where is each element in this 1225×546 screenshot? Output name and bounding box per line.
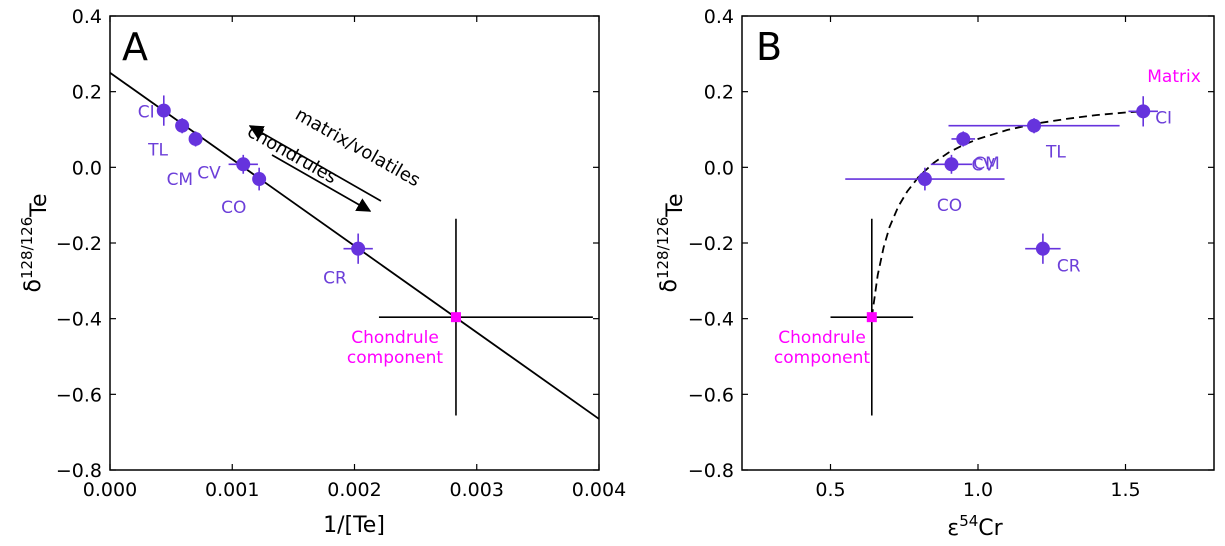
y-axis-title-b: δ128/126Te: [654, 193, 688, 292]
point-label-ci: CI: [138, 103, 155, 123]
y-axis-title-a: δ128/126Te: [18, 193, 52, 292]
x-tick-label-a: 0.001: [205, 479, 259, 501]
y-tick-label-b: −0.6: [688, 384, 734, 406]
y-axis-title-b-sub: Te: [663, 193, 688, 217]
x-axis-title-b: ε54Cr: [947, 512, 1003, 541]
ticks-a: 0.000 0.001 0.002 0.003 0.004 −0.8 −0.6 −0.4 −0.…: [56, 6, 626, 501]
point-label-cr: CR: [323, 269, 347, 289]
point-marker-tl: [175, 118, 190, 133]
y-tick-label-a: 0.2: [72, 82, 102, 104]
x-tick-label-b: 1.5: [1110, 479, 1140, 501]
plot-frame-b: [741, 15, 1215, 471]
y-axis-title-b-sup: 128/126: [654, 217, 672, 279]
component-label-line2: component: [774, 348, 871, 368]
x-tick-label-a: 0.004: [572, 479, 626, 501]
y-axis-title-a-sub: Te: [27, 193, 52, 217]
y-axis-title-a-sup: 128/126: [18, 217, 36, 279]
component-label-line2: component: [347, 348, 444, 368]
arrow-matrix: [248, 125, 382, 202]
x-tick-label-a: 0.003: [450, 479, 504, 501]
component-label-line1: Chondrule: [351, 328, 439, 348]
point-marker-cm: [188, 131, 203, 146]
point-label-ci: CI: [1155, 108, 1172, 128]
y-tick-label-b: −0.4: [688, 309, 734, 331]
y-tick-label-a: −0.4: [56, 309, 102, 331]
x-tick-label-b: 1.0: [963, 479, 993, 501]
data-layer-b: [830, 96, 1158, 416]
component-label-line1: Chondrule: [778, 328, 866, 348]
x-tick-label-b: 0.5: [815, 479, 845, 501]
mixing-curve: [870, 110, 1144, 318]
ticks-b: 0.5 1.0 1.5 −0.8 −0.6 −0.4 −0.2 0.0 0.2 0.4: [688, 6, 1214, 501]
y-tick-label-a: 0.4: [72, 6, 102, 28]
point-marker-co: [917, 172, 932, 187]
component-marker: [450, 312, 461, 323]
y-tick-label-a: 0.0: [72, 157, 102, 179]
matrix-label: Matrix: [1147, 67, 1201, 87]
point-label-tl: TL: [147, 141, 168, 161]
y-tick-label-a: −0.2: [56, 233, 102, 255]
panel-b: 0.5 1.0 1.5 −0.8 −0.6 −0.4 −0.2 0.0 0.2 0.4 Chond…: [654, 6, 1215, 541]
y-tick-label-b: 0.4: [704, 6, 734, 28]
panel-label-a: A: [122, 25, 148, 69]
y-axis-title-a-base: δ: [21, 279, 46, 292]
point-marker-tl: [1027, 118, 1042, 133]
arrow-chondrules: [271, 154, 372, 212]
point-marker-co: [252, 172, 267, 187]
point-label-co: CO: [221, 198, 246, 218]
point-marker-cv: [944, 157, 959, 172]
x-axis-title-a: 1/[Te]: [323, 513, 385, 538]
data-layer-a: [110, 72, 599, 420]
point-marker-ci: [156, 103, 171, 118]
y-tick-label-b: −0.8: [688, 460, 734, 482]
point-marker-cr: [351, 241, 366, 256]
x-axis-title-b-rest: Cr: [978, 516, 1003, 541]
y-tick-label-a: −0.6: [56, 384, 102, 406]
point-label-cm: CM: [973, 154, 1000, 174]
point-label-cr: CR: [1057, 257, 1081, 277]
x-axis-title-b-sup: 54: [959, 512, 978, 530]
point-label-tl: TL: [1045, 143, 1066, 163]
y-tick-label-b: 0.2: [704, 82, 734, 104]
x-tick-label-a: 0.002: [327, 479, 381, 501]
component-marker: [866, 312, 877, 323]
x-axis-title-b-base: ε: [947, 516, 959, 541]
x-tick-label-a: 0.000: [83, 479, 137, 501]
panel-a: 0.000 0.001 0.002 0.003 0.004 −0.8 −0.6 −0.4 −0.…: [18, 6, 626, 538]
point-label-co: CO: [937, 196, 962, 216]
point-label-cv: CV: [197, 163, 221, 183]
panel-label-b: B: [756, 25, 782, 69]
y-tick-label-b: −0.2: [688, 233, 734, 255]
point-marker-cr: [1035, 241, 1050, 256]
y-axis-title-b-base: δ: [657, 279, 682, 292]
y-tick-label-a: −0.8: [56, 460, 102, 482]
y-tick-label-b: 0.0: [704, 157, 734, 179]
point-marker-ci: [1136, 104, 1151, 119]
point-marker-cm: [956, 131, 971, 146]
point-label-cv: CV: [971, 155, 995, 175]
point-label-cm: CM: [167, 170, 194, 190]
point-marker-cv: [236, 157, 251, 172]
